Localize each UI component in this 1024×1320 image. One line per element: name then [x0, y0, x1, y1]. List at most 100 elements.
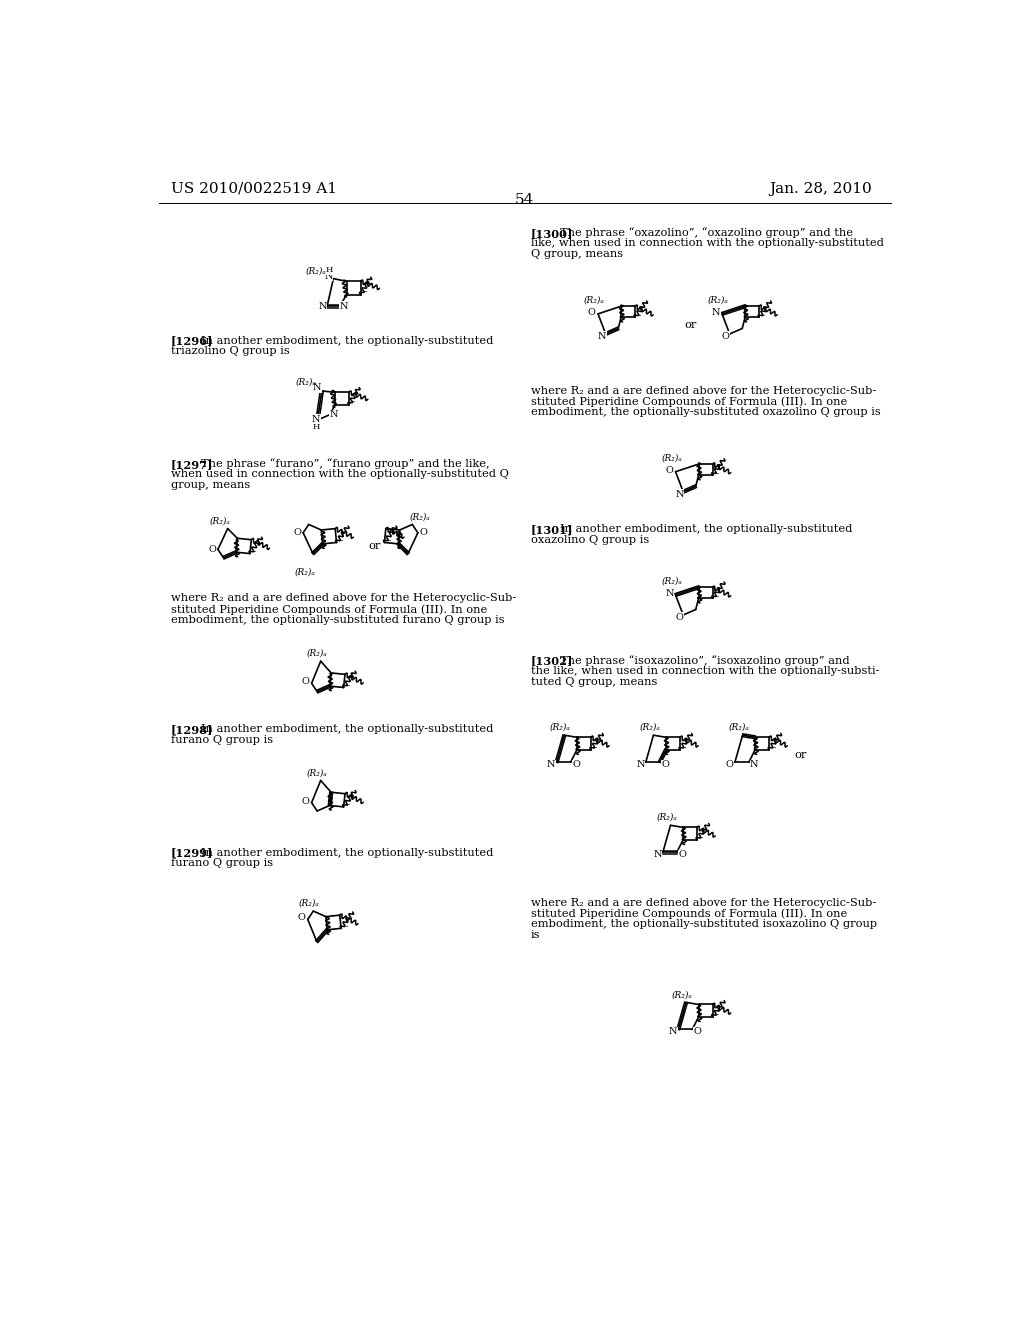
- Text: (R₂)ₐ: (R₂)ₐ: [299, 899, 319, 908]
- Text: .: .: [594, 738, 598, 751]
- Text: (R₂)ₐ: (R₂)ₐ: [306, 267, 327, 276]
- Text: embodiment, the optionally-substituted isoxazolino Q group: embodiment, the optionally-substituted i…: [531, 919, 878, 929]
- Text: .: .: [762, 306, 766, 319]
- Text: [1301]: [1301]: [531, 524, 573, 535]
- Text: where R₂ and a are defined above for the Heterocyclic-Sub-: where R₂ and a are defined above for the…: [171, 594, 516, 603]
- Text: (R₂)ₐ: (R₂)ₐ: [296, 378, 316, 385]
- Text: Q group, means: Q group, means: [531, 249, 624, 259]
- Text: (R₂)ₐ: (R₂)ₐ: [662, 453, 682, 462]
- Text: The phrase “oxazolino”, “oxazolino group” and the: The phrase “oxazolino”, “oxazolino group…: [560, 227, 853, 239]
- Text: N: N: [339, 302, 348, 310]
- Text: N: N: [636, 760, 644, 770]
- Text: H: H: [312, 422, 319, 430]
- Text: stituted Piperidine Compounds of Formula (III). In one: stituted Piperidine Compounds of Formula…: [531, 908, 847, 919]
- Text: In another embodiment, the optionally-substituted: In another embodiment, the optionally-su…: [560, 524, 853, 535]
- Text: .: .: [344, 917, 348, 929]
- Text: (R₂)ₐ: (R₂)ₐ: [728, 723, 750, 731]
- Text: O: O: [588, 308, 596, 317]
- Text: .: .: [364, 282, 368, 296]
- Text: tuted Q group, means: tuted Q group, means: [531, 677, 657, 686]
- Text: .: .: [340, 531, 344, 544]
- Text: O: O: [678, 850, 686, 859]
- Text: Jan. 28, 2010: Jan. 28, 2010: [769, 182, 872, 195]
- Text: The phrase “furano”, “furano group” and the like,: The phrase “furano”, “furano group” and …: [201, 459, 489, 470]
- Text: O: O: [294, 528, 302, 537]
- Text: or: or: [369, 541, 381, 550]
- Text: oxazolino Q group is: oxazolino Q group is: [531, 535, 649, 545]
- Text: where R₂ and a are defined above for the Heterocyclic-Sub-: where R₂ and a are defined above for the…: [531, 385, 877, 396]
- Text: 54: 54: [515, 193, 535, 207]
- Text: (R₂)ₐ: (R₂)ₐ: [662, 577, 682, 586]
- Text: O: O: [666, 466, 673, 475]
- Text: or: or: [684, 321, 696, 330]
- Text: .: .: [772, 738, 776, 751]
- Text: N: N: [330, 411, 338, 418]
- Text: furano Q group is: furano Q group is: [171, 858, 272, 869]
- Text: The phrase “isoxazolino”, “isoxazolino group” and: The phrase “isoxazolino”, “isoxazolino g…: [560, 655, 850, 665]
- Text: H: H: [325, 267, 333, 275]
- Text: embodiment, the optionally-substituted oxazolino Q group is: embodiment, the optionally-substituted o…: [531, 407, 881, 417]
- Text: [1302]: [1302]: [531, 655, 573, 667]
- Text: group, means: group, means: [171, 480, 250, 490]
- Text: In another embodiment, the optionally-substituted: In another embodiment, the optionally-su…: [201, 725, 494, 734]
- Text: O: O: [420, 528, 427, 537]
- Text: .: .: [253, 543, 257, 554]
- Text: .: .: [700, 829, 705, 841]
- Text: (R₂)ₐ: (R₂)ₐ: [306, 768, 327, 777]
- Text: O: O: [676, 612, 683, 622]
- Text: US 2010/0022519 A1: US 2010/0022519 A1: [171, 182, 337, 195]
- Text: (R₂)ₐ: (R₂)ₐ: [550, 723, 570, 731]
- Text: stituted Piperidine Compounds of Formula (III). In one: stituted Piperidine Compounds of Formula…: [531, 396, 847, 407]
- Text: O: O: [722, 331, 730, 341]
- Text: N: N: [311, 414, 321, 424]
- Text: N: N: [653, 850, 662, 859]
- Text: N: N: [547, 760, 555, 770]
- Text: In another embodiment, the optionally-substituted: In another embodiment, the optionally-su…: [201, 335, 494, 346]
- Text: In another embodiment, the optionally-substituted: In another embodiment, the optionally-su…: [201, 847, 494, 858]
- Text: O: O: [726, 760, 733, 770]
- Text: .: .: [387, 531, 391, 544]
- Text: .: .: [347, 796, 350, 808]
- Text: .: .: [716, 463, 720, 477]
- Text: embodiment, the optionally-substituted furano Q group is: embodiment, the optionally-substituted f…: [171, 615, 504, 624]
- Text: .: .: [716, 587, 720, 599]
- Text: N: N: [313, 383, 322, 392]
- Text: furano Q group is: furano Q group is: [171, 735, 272, 744]
- Text: triazolino Q group is: triazolino Q group is: [171, 346, 290, 356]
- Text: O: O: [662, 760, 669, 770]
- Text: is: is: [531, 929, 541, 940]
- Text: (R₂)ₐ: (R₂)ₐ: [410, 512, 430, 521]
- Text: (R₂)ₐ: (R₂)ₐ: [584, 296, 604, 305]
- Text: or: or: [795, 750, 807, 760]
- Text: (R₂)ₐ: (R₂)ₐ: [656, 813, 677, 822]
- Text: (R₂)ₐ: (R₂)ₐ: [306, 649, 327, 657]
- Text: where R₂ and a are defined above for the Heterocyclic-Sub-: where R₂ and a are defined above for the…: [531, 898, 877, 908]
- Text: .: .: [352, 392, 356, 405]
- Text: N: N: [325, 272, 333, 281]
- Text: (R₂)ₐ: (R₂)ₐ: [708, 296, 728, 305]
- Text: N: N: [675, 490, 684, 499]
- Text: N: N: [665, 589, 674, 598]
- Text: N: N: [750, 760, 759, 770]
- Text: O: O: [572, 760, 580, 770]
- Text: O: O: [298, 913, 305, 923]
- Text: [1297]: [1297]: [171, 459, 213, 470]
- Text: (R₂)ₐ: (R₂)ₐ: [672, 990, 692, 999]
- Text: .: .: [683, 738, 687, 751]
- Text: N: N: [712, 308, 720, 317]
- Text: when used in connection with the optionally-substituted Q: when used in connection with the optiona…: [171, 470, 509, 479]
- Text: O: O: [209, 545, 216, 554]
- Text: (R₂)ₐ: (R₂)ₐ: [639, 723, 659, 731]
- Text: [1296]: [1296]: [171, 335, 213, 346]
- Text: like, when used in connection with the optionally-substituted: like, when used in connection with the o…: [531, 239, 884, 248]
- Text: .: .: [347, 676, 350, 689]
- Text: [1300]: [1300]: [531, 227, 573, 239]
- Text: [1298]: [1298]: [171, 725, 213, 735]
- Text: N: N: [598, 331, 606, 341]
- Text: N: N: [669, 1027, 677, 1036]
- Text: (R₂)ₐ: (R₂)ₐ: [295, 568, 315, 577]
- Text: the like, when used in connection with the optionally-substi-: the like, when used in connection with t…: [531, 665, 880, 676]
- Text: (R₂)ₐ: (R₂)ₐ: [210, 516, 230, 525]
- Text: O: O: [301, 677, 309, 686]
- Text: stituted Piperidine Compounds of Formula (III). In one: stituted Piperidine Compounds of Formula…: [171, 605, 486, 615]
